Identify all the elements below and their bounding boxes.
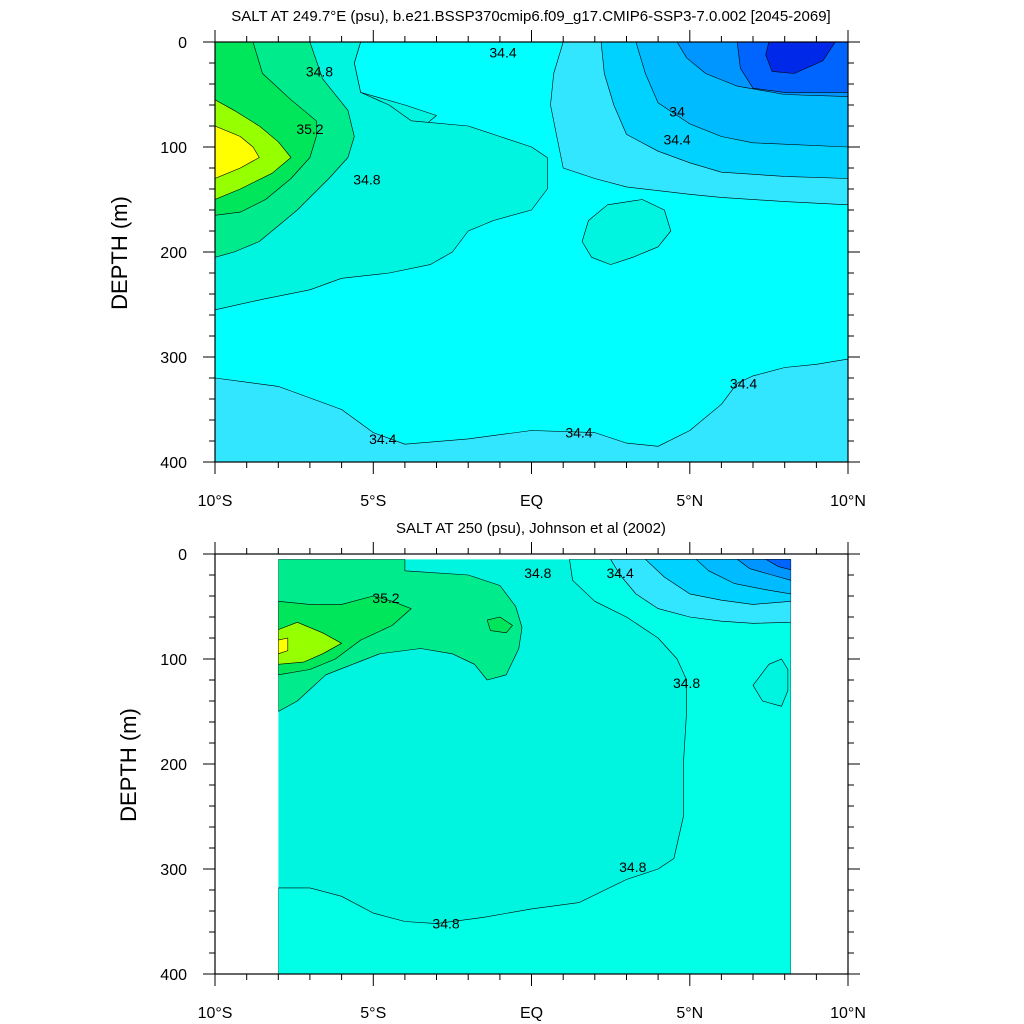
top-x-tick-label: 10°S — [198, 493, 233, 510]
bottom-contour-label: 34.8 — [619, 859, 646, 875]
top-contour-label: 34.4 — [489, 45, 516, 61]
bottom-contour-fills — [278, 559, 792, 974]
top-contour-region-14 — [215, 125, 260, 179]
top-axis-ticks — [203, 30, 860, 474]
bottom-y-tick-label: 100 — [160, 652, 187, 669]
top-contour-label: 34.4 — [369, 431, 396, 447]
top-y-tick-label: 400 — [160, 455, 187, 472]
top-x-tick-label: 5°S — [360, 493, 386, 510]
bottom-contour-label: 34.8 — [673, 675, 700, 691]
bottom-contour-region-1 — [278, 559, 792, 974]
bottom-contour-region-10 — [486, 616, 513, 634]
bottom-panel: SALT AT 250 (psu), Johnson et al (2002) … — [116, 520, 866, 1022]
top-y-tick-label: 100 — [160, 140, 187, 157]
top-y-tick-label: 0 — [178, 35, 187, 52]
top-y-tick-label: 200 — [160, 245, 187, 262]
top-y-axis-label: DEPTH (m) — [107, 196, 132, 310]
top-contour-label: 34 — [669, 103, 685, 119]
top-contour-label: 34.4 — [565, 425, 592, 441]
top-y-tick-label: 300 — [160, 350, 187, 367]
top-plot-area: 10°S 5°S EQ 5°N 10°N 0 100 200 300 400 34.8 35.2 34.… — [160, 30, 866, 510]
bottom-y-tick-label: 400 — [160, 967, 187, 984]
top-contour-region-10 — [581, 199, 672, 265]
bottom-axis-ticks — [203, 542, 860, 986]
bottom-contour-region-11 — [278, 621, 342, 665]
bottom-x-tick-label: EQ — [520, 1005, 543, 1022]
bottom-x-tick-label: 10°S — [198, 1005, 233, 1022]
top-contour-label: 35.2 — [296, 121, 323, 137]
bottom-x-tick-label: 5°N — [676, 1005, 703, 1022]
bottom-y-tick-label: 200 — [160, 757, 187, 774]
top-x-tick-label: EQ — [520, 493, 543, 510]
top-chart-title: SALT AT 249.7°E (psu), b.e21.BSSP370cmip… — [231, 8, 830, 25]
bottom-contour-region-7 — [765, 559, 792, 571]
top-x-tick-label: 10°N — [830, 493, 866, 510]
top-contour-label: 34.8 — [353, 172, 380, 188]
bottom-contour-label: 34.4 — [606, 565, 633, 581]
top-contour-label: 34.4 — [663, 132, 690, 148]
bottom-contour-label: 35.2 — [372, 590, 399, 606]
bottom-x-tick-label: 10°N — [830, 1005, 866, 1022]
top-panel: SALT AT 249.7°E (psu), b.e21.BSSP370cmip… — [107, 8, 866, 510]
top-contour-fills — [215, 42, 848, 462]
bottom-plot-area: 10°S 5°S EQ 5°N 10°N 0 100 200 300 400 35.2 34.8 34.… — [160, 542, 866, 1022]
top-x-tick-label: 5°N — [676, 493, 703, 510]
bottom-y-tick-label: 0 — [178, 547, 187, 564]
bottom-y-tick-label: 300 — [160, 862, 187, 879]
bottom-x-tick-label: 5°S — [360, 1005, 386, 1022]
top-contour-region-7 — [765, 42, 836, 74]
bottom-chart-title: SALT AT 250 (psu), Johnson et al (2002) — [396, 520, 666, 537]
bottom-y-axis-label: DEPTH (m) — [116, 708, 141, 822]
bottom-contour-region-12 — [278, 637, 289, 655]
bottom-contour-region-8 — [278, 559, 523, 712]
top-contour-region-2 — [215, 358, 848, 462]
bottom-contour-region-2 — [752, 658, 789, 707]
top-contour-label: 34.4 — [730, 375, 757, 391]
bottom-contour-label: 34.8 — [524, 565, 551, 581]
top-contour-label: 34.8 — [306, 63, 333, 79]
bottom-contour-label: 34.8 — [432, 916, 459, 932]
